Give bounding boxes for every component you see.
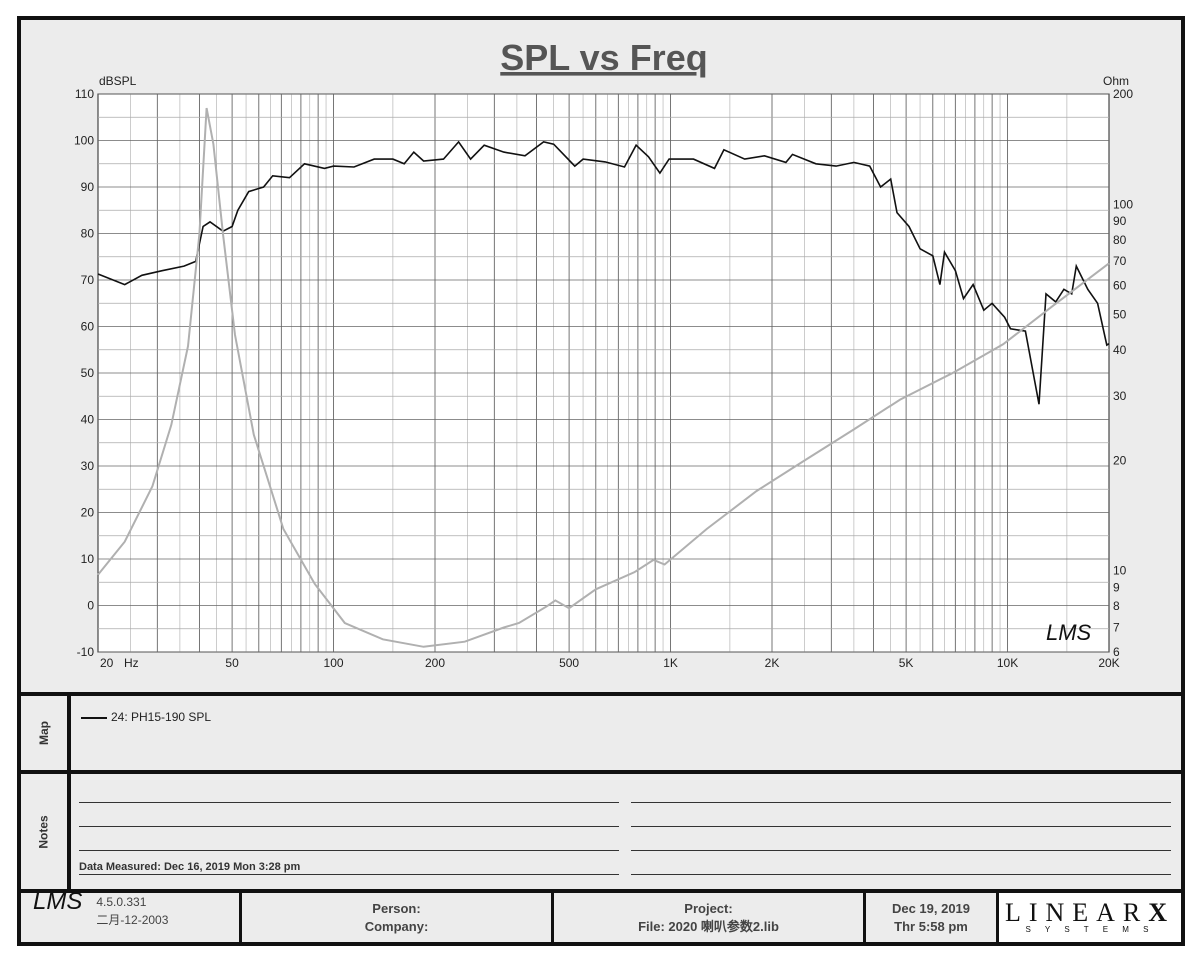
y-tick-label: 40 [81,413,95,427]
y2-tick-label: 70 [1113,254,1127,268]
y-tick-label: 10 [81,552,95,566]
impedance-curve [97,107,1110,648]
data-measured: Data Measured: Dec 16, 2019 Mon 3:28 pm [79,861,301,873]
y2-tick-label: 10 [1113,564,1127,578]
y-tick-label: 50 [81,366,95,380]
y2-axis-label: Ohm [1103,74,1129,88]
y-tick-label: 0 [87,599,94,613]
linearx-logo: LINEARX S Y S T E M S [999,893,1181,942]
y-tick-label: 100 [74,134,94,148]
chart-title: SPL vs Freq [500,37,707,78]
legend-swatch [81,717,107,719]
map-label: Map [37,721,51,745]
x-unit-label: Hz [124,656,139,670]
y2-tick-label: 80 [1113,233,1127,247]
x-tick-label: 20K [1098,656,1119,670]
y-tick-label: -10 [77,645,95,659]
y2-tick-label: 200 [1113,87,1133,101]
y-tick-label: 60 [81,320,95,334]
company: Company: [364,918,429,934]
y2-tick-label: 90 [1113,214,1127,228]
x-tick-label: 200 [425,656,445,670]
legend-item: 24: PH15-190 SPL [81,710,211,724]
map-section: Map 24: PH15-190 SPL [21,692,1181,770]
y2-tick-label: 50 [1113,308,1127,322]
watermark-lms: LMS [1046,620,1092,645]
x-tick-label: 100 [324,656,344,670]
x-tick-label: 20 [100,656,114,670]
y-tick-label: 90 [81,180,95,194]
footer: LMS 4.5.0.331 二月-12-2003 Person: Company: … [21,889,1181,942]
person: Person: [372,900,421,916]
y2-tick-label: 6 [1113,645,1120,659]
y-tick-label: 30 [81,459,95,473]
y2-tick-label: 7 [1113,620,1120,634]
version: 4.5.0.331 [96,895,147,909]
y-tick-label: 70 [81,273,95,287]
y2-tick-label: 9 [1113,580,1120,594]
project: Project: [684,900,733,916]
y2-tick-label: 20 [1113,453,1127,467]
x-tick-label: 2K [765,656,780,670]
print-time: Thr 5:58 pm [894,918,968,934]
spl-curve [97,140,1110,405]
y2-tick-label: 40 [1113,343,1127,357]
y-tick-label: 20 [81,506,95,520]
y-tick-label: 110 [75,87,94,101]
x-tick-label: 10K [997,656,1018,670]
notes-label: Notes [37,814,51,849]
y-axis-label: dBSPL [99,74,137,88]
build-date: 二月-12-2003 [96,913,169,927]
y2-tick-label: 60 [1113,279,1127,293]
report-frame: SPL vs Freq dBSPL Ohm 110 100 90 80 70 60 50 40… [17,16,1185,946]
file-name: File: 2020 喇叭参数2.lib [638,918,779,934]
x-tick-label: 5K [899,656,914,670]
x-tick-label: 1K [663,656,678,670]
y2-tick-label: 8 [1113,599,1120,613]
y-tick-label: 80 [81,227,95,241]
notes-section: Notes Data Measured: Dec 16, 2019 Mon 3:… [21,770,1181,889]
y2-tick-label: 30 [1113,389,1127,403]
spl-chart: SPL vs Freq dBSPL Ohm 110100908070605040… [74,37,1133,670]
x-tick-label: 50 [225,656,239,670]
y2-tick-label: 100 [1113,197,1133,211]
print-date: Dec 19, 2019 [891,900,971,916]
x-tick-label: 500 [559,656,579,670]
lms-logo: LMS [33,888,83,915]
